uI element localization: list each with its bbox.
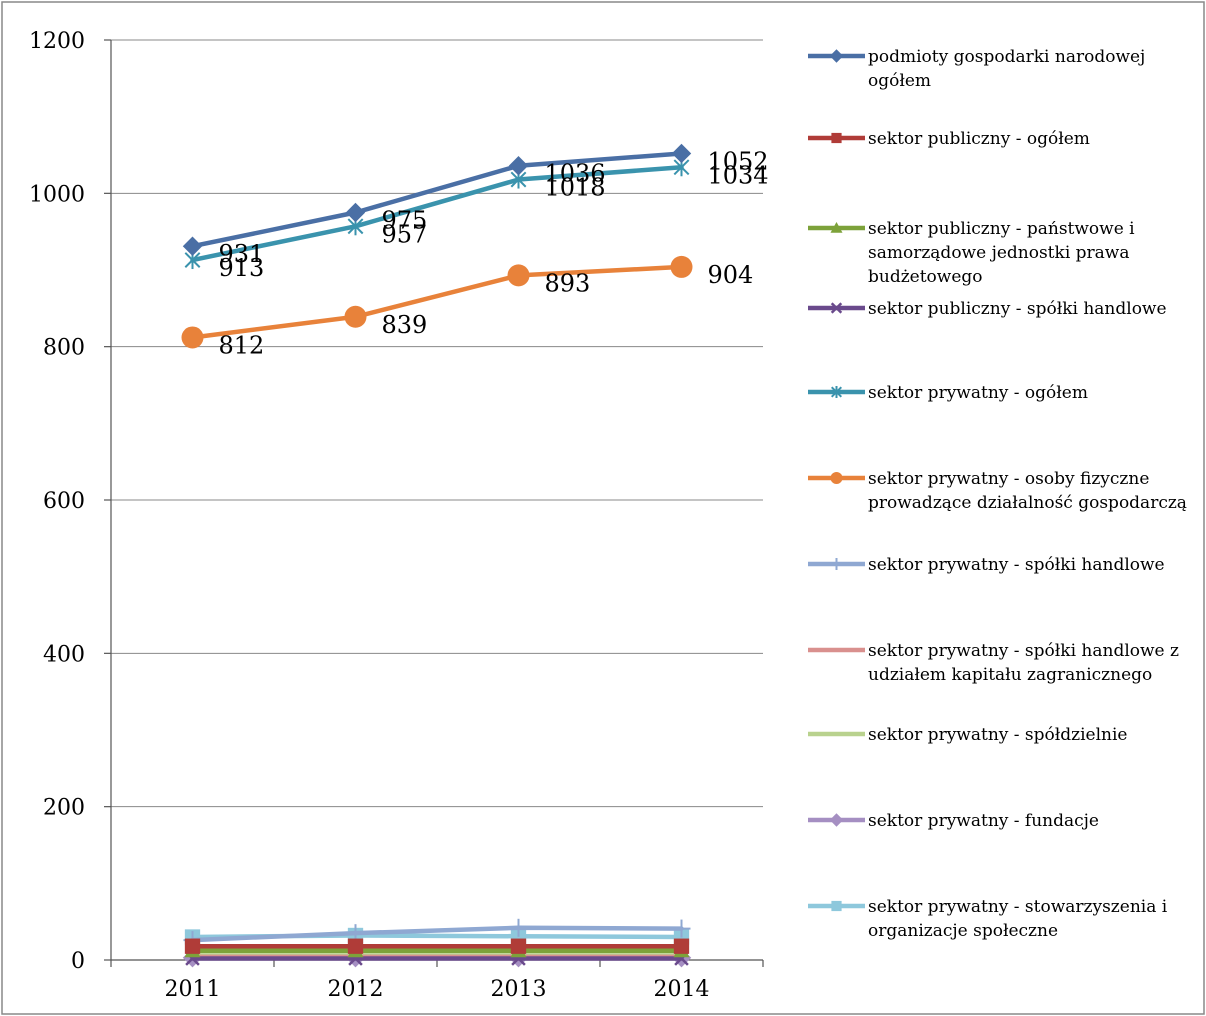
legend-label: sektor publiczny - państwowe i [868,219,1135,239]
data-label: 1052 [708,147,769,175]
data-label: 904 [708,261,754,289]
legend-label: sektor prywatny - stowarzyszenia i [868,897,1168,917]
y-tick-label: 600 [43,489,85,514]
data-label: 931 [219,240,265,268]
x-tick-label: 2013 [491,977,547,1002]
legend-label: sektor prywatny - fundacje [868,811,1099,831]
data-label: 975 [382,207,428,235]
y-tick-label: 800 [43,336,85,361]
legend-label: sektor prywatny - spółki handlowe z [868,641,1179,661]
legend-item-3: sektor publiczny - państwowe i samorządow… [808,219,1135,287]
y-tick-label: 0 [71,949,85,974]
legend-item-7: sektor prywatny - spółki handlowe [808,555,1165,575]
data-point [507,264,530,287]
data-label: 1036 [545,160,606,188]
legend-swatch-marker [829,813,844,827]
legend-label: ogółem [868,71,931,91]
data-point [347,938,364,954]
y-tick-label: 200 [43,796,85,821]
legend-swatch-marker [830,222,843,233]
legend-swatch-marker [830,472,843,484]
legend-label: sektor prywatny - spółdzielnie [868,725,1128,745]
data-point [182,236,203,256]
legend-label: samorządowe jednostki prawa [868,243,1130,263]
legend-swatch-marker [829,49,844,63]
data-point [509,918,528,937]
data-label: 893 [545,269,591,297]
legend-label: sektor prywatny - spółki handlowe [868,555,1165,575]
data-point [671,143,692,164]
data-point [181,326,204,349]
data-point [345,202,366,223]
legend-label: sektor publiczny - ogółem [868,129,1090,149]
x-tick-label: 2012 [328,977,384,1002]
data-point [672,919,691,938]
y-tick-label: 400 [43,642,85,667]
data-point [344,305,367,328]
series-2 [184,938,690,954]
legend-label: organizacje społeczne [868,921,1058,941]
marker-stroke [830,302,843,314]
legend-item-9: sektor prywatny - spółdzielnie [808,725,1128,745]
data-label: 1018 [545,174,606,202]
data-point [510,938,527,954]
x-tick-label: 2014 [654,977,710,1002]
legend-swatch-marker [831,132,842,144]
legend-label: budżetowego [868,267,983,287]
legend-item-8: sektor prywatny - spółki handlowe z udzia… [808,641,1179,685]
data-point [508,156,529,176]
legend-label: prowadzące działalność gospodarczą [868,493,1187,513]
data-label: 957 [382,220,428,248]
data-label: 913 [219,254,265,282]
legend-item-1: podmioty gospodarki narodowej ogółem [808,47,1145,91]
series-group [181,143,693,968]
legend-swatch-marker [830,302,843,314]
legend-label: podmioty gospodarki narodowej [868,47,1145,67]
legend-item-2: sektor publiczny - ogółem [808,129,1090,149]
legend-label: sektor publiczny - spółki handlowe [868,299,1167,319]
y-tick-label: 1000 [29,182,85,207]
legend-swatch-marker [830,386,843,398]
legend-item-4: sektor publiczny - spółki handlowe [808,299,1167,319]
series-1 [182,143,692,256]
series-line [190,925,684,943]
legend: podmioty gospodarki narodowej ogółem sekto… [808,47,1187,941]
x-tick-label: 2011 [165,977,221,1002]
data-label: 812 [219,331,265,359]
legend-swatch-marker [830,558,843,570]
series-line [190,151,684,249]
legend-item-6: sektor prywatny - osoby fizyczne prowadzą… [808,469,1187,513]
data-label: 1034 [708,161,769,189]
legend-label: sektor prywatny - osoby fizyczne [868,469,1149,489]
data-label: 839 [382,311,428,339]
data-labels: 931 975 1036 1052 913 957 1018 1034 812 839 893 904 [219,147,769,359]
series-line [190,264,684,340]
legend-label: udziałem kapitału zagranicznego [868,665,1152,685]
series-6 [181,255,693,349]
gridlines [111,39,763,808]
data-point [673,938,690,954]
data-point [184,938,201,954]
data-point [670,255,693,278]
legend-item-10: sektor prywatny - fundacje [808,811,1099,831]
legend-item-5: sektor prywatny - ogółem [808,383,1088,403]
y-tick-label: 1200 [29,29,85,54]
legend-swatch-marker [831,900,842,912]
series-line [190,165,684,263]
legend-item-11: sektor prywatny - stowarzyszenia i organi… [808,897,1168,941]
legend-label: sektor prywatny - ogółem [868,383,1088,403]
